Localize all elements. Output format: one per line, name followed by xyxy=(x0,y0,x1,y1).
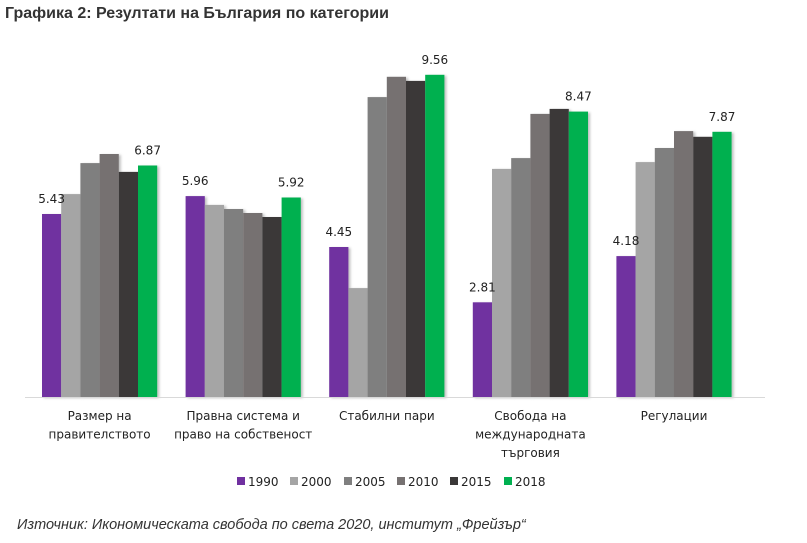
data-label: 9.56 xyxy=(421,53,448,67)
bar-1990 xyxy=(329,247,349,397)
bar-2000 xyxy=(348,288,368,397)
legend-swatch xyxy=(290,477,298,485)
bar-2018 xyxy=(568,111,588,397)
category-label: Свобода на международната търговия xyxy=(475,409,586,460)
bar-2010 xyxy=(674,131,694,397)
legend-item-1990: 1990 xyxy=(237,475,279,489)
bar-group xyxy=(472,108,588,398)
bar-2010 xyxy=(99,154,119,397)
data-label: 7.87 xyxy=(709,110,736,124)
category-label-line: търговия xyxy=(501,446,560,460)
bar-2010 xyxy=(530,113,550,398)
bar-2000 xyxy=(635,162,655,397)
legend-swatch xyxy=(450,477,458,485)
category-label-line: Свобода на xyxy=(494,409,566,423)
bar-2018 xyxy=(712,131,732,398)
category-label: Регулации xyxy=(641,409,708,423)
category-label: Правна система и право на собственост xyxy=(174,409,312,442)
data-label: 4.18 xyxy=(613,234,640,248)
legend-swatch xyxy=(237,477,245,485)
bar-1990 xyxy=(616,256,636,397)
legend-swatch xyxy=(397,477,405,485)
data-label: 5.43 xyxy=(38,192,65,206)
legend-label: 2000 xyxy=(301,475,332,489)
data-label: 8.47 xyxy=(565,90,592,104)
bar-2010 xyxy=(386,76,406,398)
bar-1990 xyxy=(472,302,492,397)
bar-2005 xyxy=(80,163,100,397)
legend-label: 1990 xyxy=(248,475,279,489)
bar-group xyxy=(616,131,732,398)
legend-item-2000: 2000 xyxy=(290,475,332,489)
bar-2000 xyxy=(492,168,512,397)
legend-item-2015: 2015 xyxy=(450,475,492,489)
bar-1990 xyxy=(42,214,62,397)
chart-title: Графика 2: Резултати на България по кате… xyxy=(5,5,389,22)
category-label-line: международната xyxy=(475,428,586,442)
bar-group xyxy=(329,74,445,398)
data-label: 2.81 xyxy=(469,280,496,294)
data-labels-layer: 5.43 6.87 5.96 5.92 4.45 9.56 2.81 8.47 4.18 7.87 xyxy=(38,53,735,294)
data-label: 5.96 xyxy=(182,174,209,188)
legend-swatch xyxy=(504,477,512,485)
legend-item-2005: 2005 xyxy=(344,475,386,489)
bar-2005 xyxy=(224,209,244,397)
category-label-line: Стабилни пари xyxy=(339,409,435,423)
legend-label: 2010 xyxy=(408,475,439,489)
bar-2018 xyxy=(138,165,158,397)
bar-2015 xyxy=(406,80,426,398)
bar-2018 xyxy=(425,74,445,398)
bar-2005 xyxy=(654,148,674,397)
bar-2000 xyxy=(204,204,224,397)
legend-swatch xyxy=(344,477,352,485)
bar-2010 xyxy=(243,213,263,397)
legend-label: 2018 xyxy=(515,475,546,489)
legend-label: 2015 xyxy=(461,475,492,489)
category-label-line: Правна система и xyxy=(186,409,299,423)
legend-item-2018: 2018 xyxy=(504,475,546,489)
bar-2005 xyxy=(367,97,387,397)
bar-group xyxy=(42,154,158,397)
bar-2005 xyxy=(511,158,531,397)
data-label: 5.92 xyxy=(278,176,305,190)
bar-2000 xyxy=(61,194,81,397)
bar-1990 xyxy=(185,196,205,397)
category-label: Размер на правителството xyxy=(49,409,151,442)
bar-chart: 5.43 6.87 5.96 5.92 4.45 9.56 2.81 8.47 4.18 7.87… xyxy=(25,53,765,489)
legend-item-2010: 2010 xyxy=(397,475,439,489)
bar-2015 xyxy=(693,136,713,398)
data-label: 4.45 xyxy=(325,225,352,239)
legend-label: 2005 xyxy=(355,475,386,489)
category-label-line: Регулации xyxy=(641,409,708,423)
category-label-line: Размер на xyxy=(68,409,132,423)
category-label-line: правителството xyxy=(49,428,151,442)
category-label-line: право на собственост xyxy=(174,428,312,442)
category-label: Стабилни пари xyxy=(339,409,435,423)
bar-group xyxy=(185,196,301,397)
source-note: Източник: Икономическата свобода по свет… xyxy=(17,517,526,533)
category-labels-layer: Размер на правителството Правна система и п… xyxy=(49,409,708,460)
bar-2018 xyxy=(281,197,301,397)
bar-2015 xyxy=(118,171,138,397)
bar-2015 xyxy=(549,108,569,398)
legend: 1990 2000 2005 2010 2015 2018 xyxy=(237,475,546,489)
bar-2015 xyxy=(262,217,282,397)
data-label: 6.87 xyxy=(134,144,161,158)
bars-layer xyxy=(42,74,732,398)
